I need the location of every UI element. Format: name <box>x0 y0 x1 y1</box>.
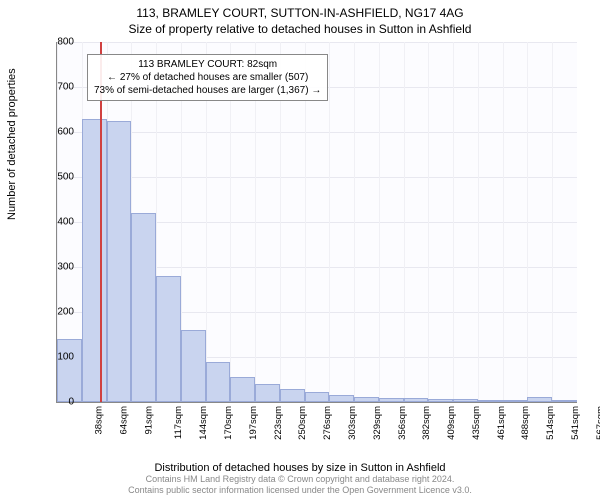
gridline-v <box>478 42 479 402</box>
histogram-bar <box>329 395 354 402</box>
x-tick-label: 329sqm <box>372 406 383 440</box>
y-tick-label: 700 <box>44 82 74 93</box>
histogram-bar <box>107 121 132 402</box>
x-tick-label: 409sqm <box>446 406 457 440</box>
gridline-h <box>57 177 577 178</box>
x-tick-label: 144sqm <box>198 406 209 440</box>
x-tick-label: 514sqm <box>545 406 556 440</box>
x-tick-label: 488sqm <box>520 406 531 440</box>
histogram-bar <box>255 384 280 402</box>
gridline-v <box>428 42 429 402</box>
histogram-bar <box>181 330 206 402</box>
gridline-v <box>329 42 330 402</box>
gridline-v <box>354 42 355 402</box>
x-tick-label: 38sqm <box>94 406 105 435</box>
histogram-bar <box>428 399 453 402</box>
x-tick-label: 117sqm <box>173 406 184 439</box>
x-axis-label: Distribution of detached houses by size … <box>0 462 600 474</box>
histogram-bar <box>280 389 305 403</box>
y-tick-label: 400 <box>44 217 74 228</box>
histogram-bar <box>478 400 503 402</box>
histogram-bar <box>552 400 577 402</box>
y-tick-label: 200 <box>44 307 74 318</box>
x-tick-label: 170sqm <box>223 406 234 440</box>
histogram-bar <box>230 377 255 402</box>
y-tick-label: 800 <box>44 37 74 48</box>
histogram-bar <box>82 119 107 403</box>
histogram-bar <box>527 397 552 402</box>
histogram-bar <box>503 400 528 402</box>
annotation-line2: ← 27% of detached houses are smaller (50… <box>94 71 321 84</box>
x-tick-label: 197sqm <box>248 406 259 440</box>
gridline-v <box>453 42 454 402</box>
histogram-bar <box>206 362 231 403</box>
x-tick-label: 223sqm <box>273 406 284 440</box>
footer-line1: Contains HM Land Registry data © Crown c… <box>0 474 600 485</box>
x-tick-label: 541sqm <box>570 406 581 440</box>
histogram-bar <box>354 397 379 402</box>
histogram-bar <box>131 213 156 402</box>
histogram-bar <box>379 398 404 403</box>
gridline-v <box>379 42 380 402</box>
x-tick-label: 303sqm <box>347 406 358 440</box>
x-tick-label: 91sqm <box>143 406 154 435</box>
histogram-bar <box>305 392 330 402</box>
y-tick-label: 0 <box>44 397 74 408</box>
gridline-h <box>57 42 577 43</box>
chart-title-1: 113, BRAMLEY COURT, SUTTON-IN-ASHFIELD, … <box>0 6 600 20</box>
x-tick-label: 356sqm <box>396 406 407 440</box>
x-tick-label: 567sqm <box>594 406 600 440</box>
x-tick-label: 276sqm <box>322 406 333 440</box>
gridline-v <box>527 42 528 402</box>
x-tick-label: 382sqm <box>421 406 432 440</box>
histogram-bar <box>156 276 181 402</box>
annotation-line3: 73% of semi-detached houses are larger (… <box>94 84 321 97</box>
y-tick-label: 500 <box>44 172 74 183</box>
y-tick-label: 600 <box>44 127 74 138</box>
gridline-v <box>503 42 504 402</box>
annotation-line1: 113 BRAMLEY COURT: 82sqm <box>94 58 321 71</box>
histogram-bar <box>57 339 82 402</box>
x-tick-label: 250sqm <box>297 406 308 440</box>
y-tick-label: 100 <box>44 352 74 363</box>
footer-text: Contains HM Land Registry data © Crown c… <box>0 474 600 496</box>
chart-title-2: Size of property relative to detached ho… <box>0 22 600 36</box>
plot-area: 113 BRAMLEY COURT: 82sqm ← 27% of detach… <box>56 42 577 403</box>
histogram-bar <box>404 398 429 402</box>
y-tick-label: 300 <box>44 262 74 273</box>
gridline-v <box>552 42 553 402</box>
chart-container: 113, BRAMLEY COURT, SUTTON-IN-ASHFIELD, … <box>0 0 600 500</box>
x-tick-label: 461sqm <box>495 406 506 440</box>
footer-line2: Contains public sector information licen… <box>0 485 600 496</box>
x-tick-label: 435sqm <box>471 406 482 440</box>
gridline-h <box>57 132 577 133</box>
gridline-v <box>404 42 405 402</box>
histogram-bar <box>453 399 478 402</box>
x-tick-label: 64sqm <box>119 406 130 435</box>
y-axis-label: Number of detached properties <box>6 68 18 220</box>
annotation-box: 113 BRAMLEY COURT: 82sqm ← 27% of detach… <box>87 54 328 101</box>
